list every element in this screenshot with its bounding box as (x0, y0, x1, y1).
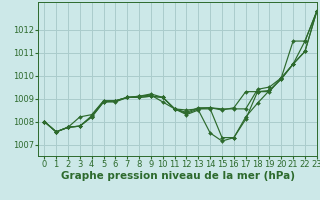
X-axis label: Graphe pression niveau de la mer (hPa): Graphe pression niveau de la mer (hPa) (60, 171, 295, 181)
